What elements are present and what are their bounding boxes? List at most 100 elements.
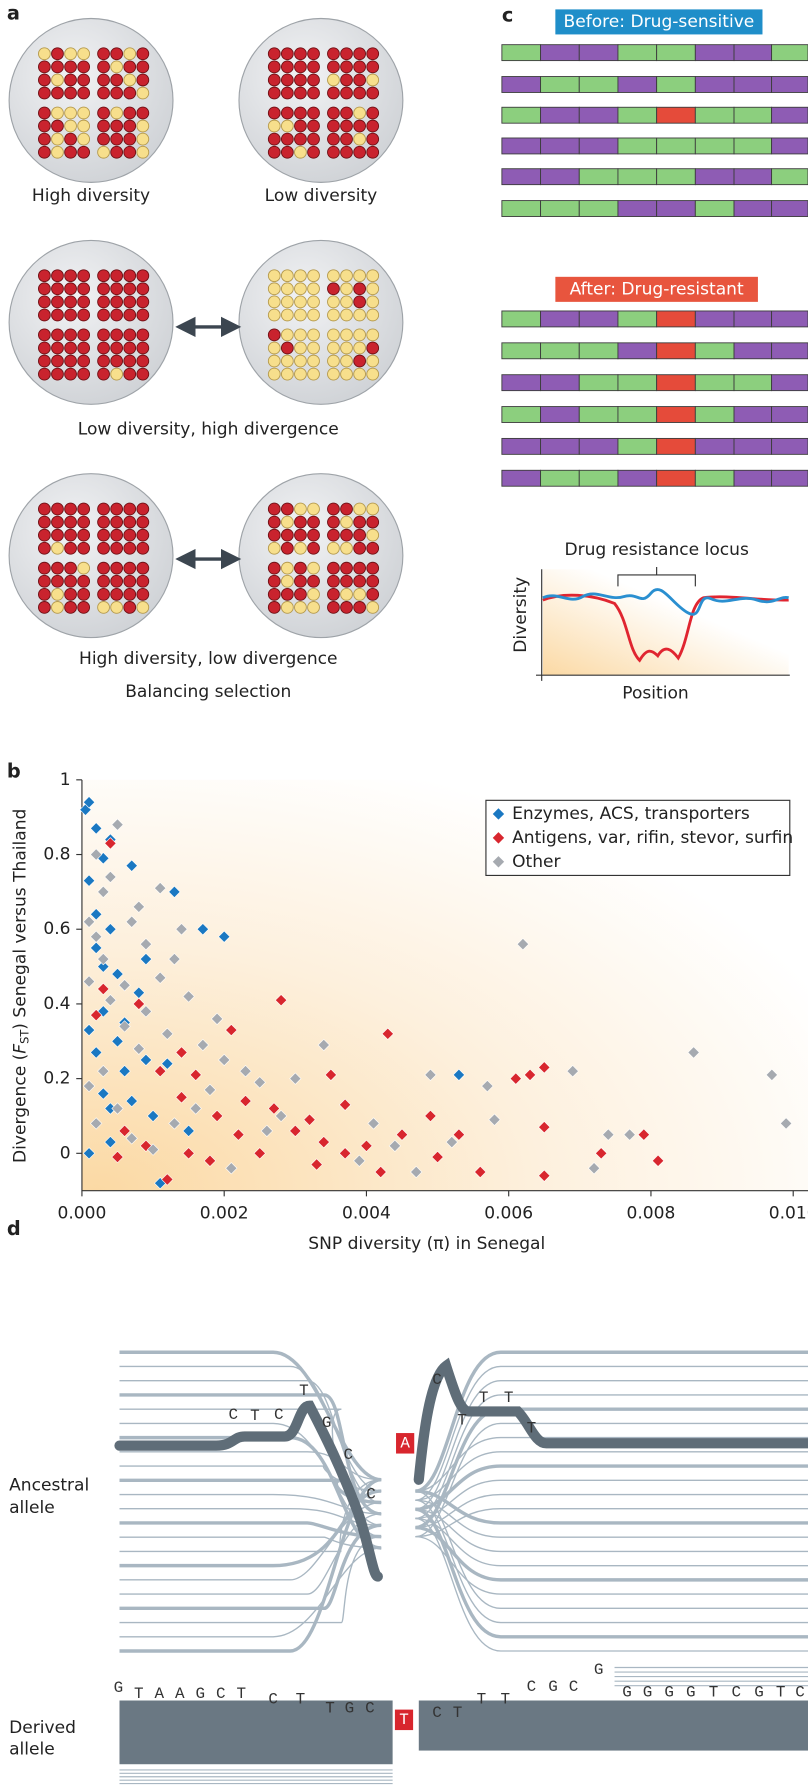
parasite-dot bbox=[38, 502, 51, 516]
parasite-dot bbox=[110, 561, 124, 575]
caption: High diversity, low divergence bbox=[79, 649, 338, 669]
point bbox=[125, 859, 138, 872]
parasite-dot bbox=[136, 47, 150, 61]
parasite-dot bbox=[280, 145, 294, 159]
parasite-dot bbox=[77, 269, 91, 283]
parasite-dot bbox=[280, 528, 294, 542]
parasite-dot bbox=[294, 47, 307, 61]
parasite-dot bbox=[353, 515, 366, 529]
point bbox=[566, 1065, 579, 1078]
parasite-dot bbox=[64, 60, 77, 74]
parasite-dot bbox=[327, 132, 340, 146]
parasite-dot bbox=[327, 515, 340, 529]
point bbox=[232, 1128, 245, 1141]
genome-segment bbox=[733, 406, 773, 423]
point bbox=[111, 1102, 124, 1115]
point bbox=[168, 1117, 181, 1130]
genome-segment bbox=[694, 310, 735, 328]
panel-a: a High diversity Low diversity Low diversi… bbox=[7, 1, 404, 702]
point bbox=[203, 1083, 217, 1096]
parasite-dot bbox=[267, 515, 281, 529]
point bbox=[82, 975, 96, 988]
parasite-dot bbox=[340, 295, 353, 309]
parasite-dot bbox=[97, 541, 110, 555]
genome-segment bbox=[501, 469, 542, 487]
x-axis-label: Position bbox=[622, 683, 688, 703]
panel-label: a bbox=[7, 1, 20, 24]
point bbox=[139, 953, 153, 966]
parasite-dot bbox=[267, 295, 281, 309]
base-letter: C bbox=[268, 1691, 278, 1709]
parasite-dot bbox=[294, 561, 307, 575]
parasite-dot bbox=[110, 86, 124, 100]
genome-segment bbox=[771, 469, 808, 487]
population-disc bbox=[238, 473, 404, 639]
parasite-dot bbox=[267, 587, 281, 601]
parasite-dot bbox=[267, 354, 281, 368]
y-tick-label: 0.2 bbox=[43, 1069, 70, 1089]
parasite-dot bbox=[77, 515, 91, 529]
parasite-dot bbox=[51, 145, 64, 159]
point bbox=[111, 1035, 124, 1048]
parasite-dot bbox=[340, 106, 353, 120]
parasite-dot bbox=[366, 119, 380, 133]
base-letter: A bbox=[400, 1435, 410, 1453]
genome-segment bbox=[578, 44, 619, 62]
point bbox=[651, 1154, 665, 1167]
base-letter: G bbox=[345, 1700, 355, 1718]
lineage bbox=[415, 1380, 808, 1510]
point bbox=[182, 990, 195, 1003]
allele-label: Derived bbox=[9, 1718, 76, 1738]
parasite-dot bbox=[327, 295, 340, 309]
base-letter: C bbox=[365, 1700, 375, 1718]
x-tick-label: 0.000 bbox=[58, 1203, 107, 1223]
parasite-dot bbox=[267, 282, 281, 296]
parasite-dot bbox=[294, 60, 307, 74]
point bbox=[118, 1020, 131, 1033]
base-letter: T bbox=[299, 1382, 309, 1400]
parasite-dot bbox=[97, 367, 110, 381]
base-letter: C bbox=[366, 1486, 376, 1504]
parasite-dot bbox=[353, 541, 366, 555]
parasite-dot bbox=[353, 86, 366, 100]
genome-segment bbox=[501, 137, 542, 155]
point bbox=[595, 1147, 608, 1160]
parasite-dot bbox=[77, 367, 91, 381]
parasite-dot bbox=[327, 308, 340, 322]
parasite-dot bbox=[123, 515, 137, 529]
parasite-dot bbox=[77, 73, 91, 87]
parasite-dot bbox=[280, 561, 294, 575]
point bbox=[111, 818, 124, 831]
point bbox=[310, 1158, 323, 1171]
parasite-dot bbox=[327, 269, 340, 283]
legend-label: Other bbox=[512, 852, 561, 872]
x-tick-label: 0.004 bbox=[342, 1203, 391, 1223]
parasite-dot bbox=[340, 601, 353, 614]
parasite-dot bbox=[340, 145, 353, 159]
parasite-dot bbox=[38, 269, 51, 283]
point bbox=[623, 1128, 636, 1141]
base-letter: G bbox=[594, 1661, 604, 1679]
point bbox=[687, 1046, 700, 1059]
parasite-dot bbox=[77, 106, 91, 120]
point bbox=[161, 1173, 174, 1186]
parasite-dot bbox=[294, 119, 307, 133]
point bbox=[452, 1128, 466, 1141]
point bbox=[267, 1102, 281, 1115]
base-letter: T bbox=[296, 1691, 306, 1709]
point bbox=[104, 837, 117, 850]
parasite-dot bbox=[353, 367, 366, 381]
point bbox=[196, 1038, 209, 1052]
parasite-dot bbox=[51, 60, 64, 74]
genome-segment bbox=[656, 342, 696, 360]
parasite-dot bbox=[97, 106, 110, 120]
parasite-dot bbox=[353, 561, 366, 575]
parasite-dot bbox=[51, 295, 64, 309]
genome-segment bbox=[501, 76, 542, 93]
genome-segment bbox=[656, 106, 696, 124]
genome-segment bbox=[540, 168, 580, 186]
parasite-dot bbox=[366, 145, 380, 159]
parasite-dot bbox=[123, 145, 137, 159]
base-letter: G bbox=[114, 1679, 124, 1697]
parasite-dot bbox=[294, 269, 307, 283]
